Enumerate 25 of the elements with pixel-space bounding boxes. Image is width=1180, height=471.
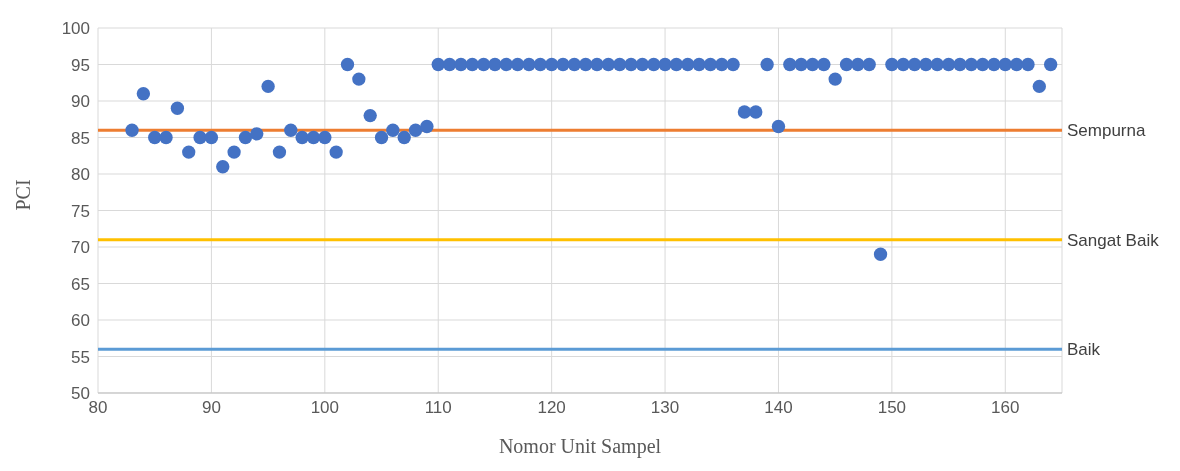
x-tick-label: 120: [537, 398, 566, 418]
y-tick-label: 100: [61, 19, 90, 39]
x-tick-label: 90: [201, 398, 221, 418]
y-axis-title: PCI: [12, 179, 35, 211]
y-tick-label: 75: [71, 201, 90, 221]
x-axis-title: Nomor Unit Sampel: [498, 435, 662, 458]
y-tick-label: 90: [71, 92, 90, 112]
x-tick-label: 150: [877, 398, 907, 418]
x-tick-label: 160: [991, 398, 1020, 418]
y-tick-label: 70: [71, 238, 90, 258]
y-tick-label: 55: [71, 347, 90, 367]
x-tick-label: 100: [310, 398, 340, 418]
y-tick-label: 80: [71, 165, 90, 185]
x-tick-label: 80: [88, 398, 108, 418]
y-tick-label: 85: [71, 128, 90, 148]
y-tick-label: 50: [71, 384, 90, 404]
y-tick-label: 65: [71, 274, 90, 294]
x-tick-label: 110: [424, 398, 452, 418]
ref-line-label: Sangat Baik: [1067, 230, 1160, 250]
x-tick-label: 130: [650, 398, 680, 418]
x-tick-label: 140: [764, 398, 793, 418]
y-tick-label: 60: [71, 311, 90, 331]
y-tick-label: 95: [71, 55, 90, 75]
ref-line-label: Baik: [1067, 340, 1101, 360]
ref-line-label: Sempurna: [1067, 121, 1146, 141]
